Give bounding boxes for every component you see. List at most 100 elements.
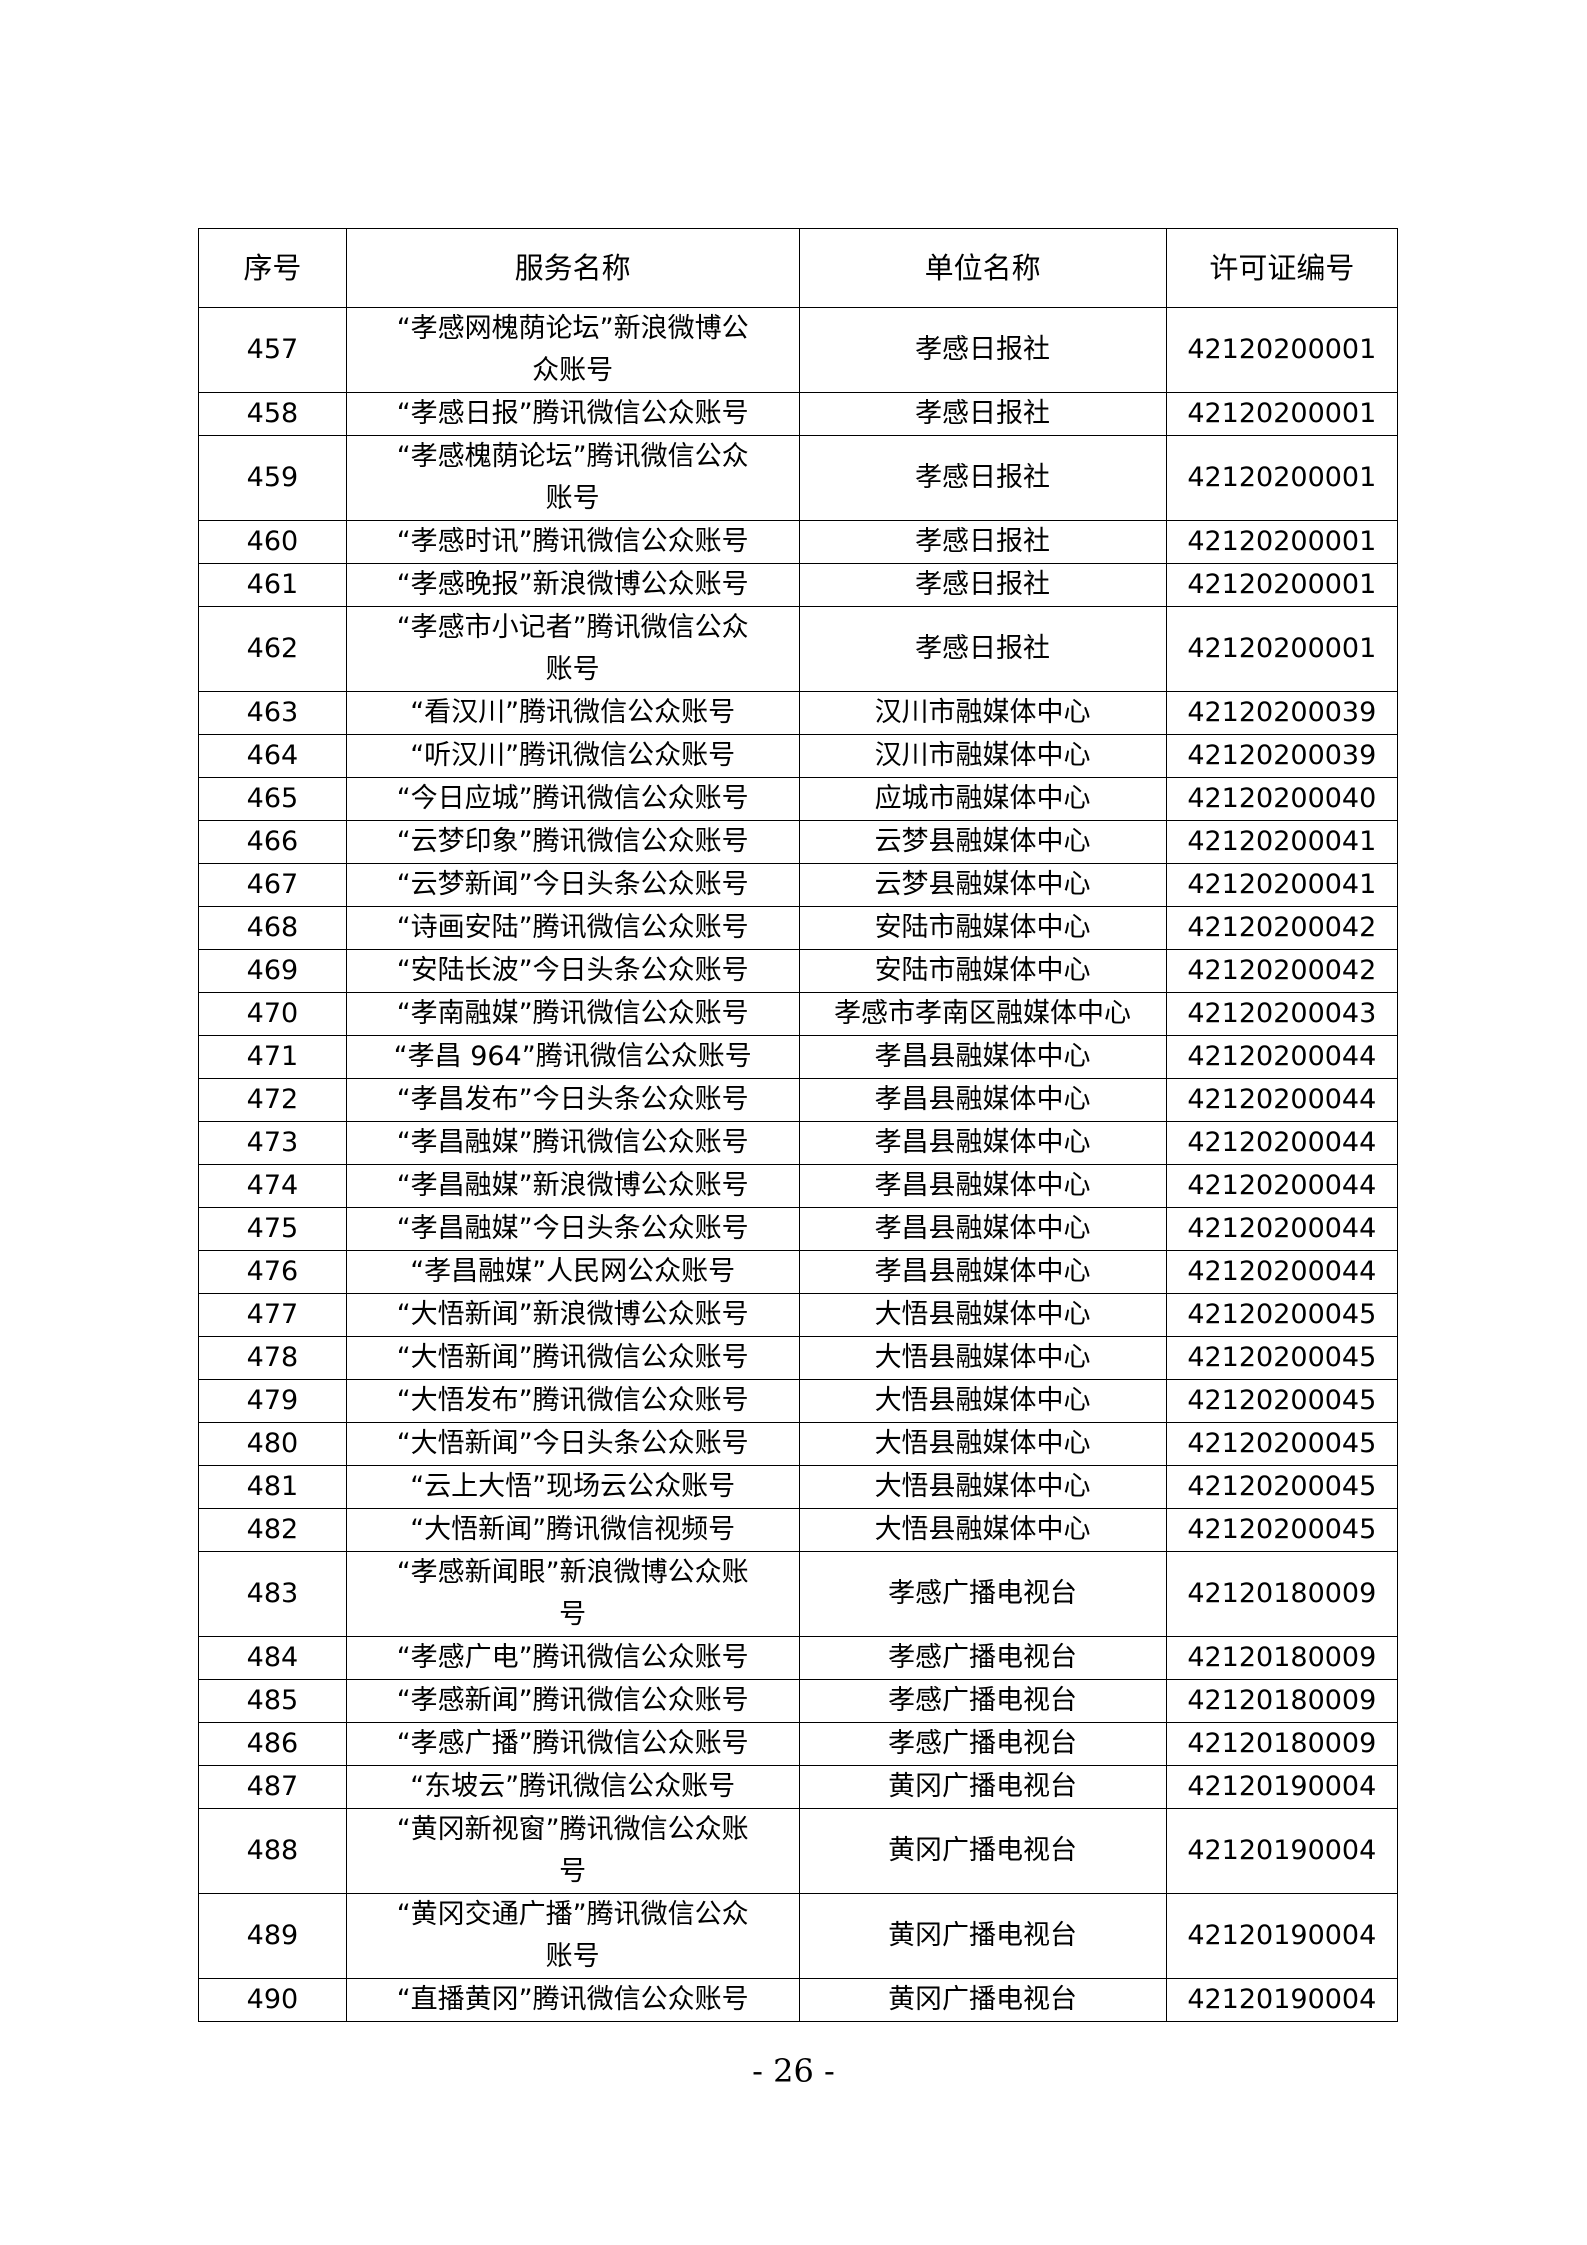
cell-license-number: 42120200045 bbox=[1165, 1379, 1399, 1423]
cell-organization: 孝感广播电视台 bbox=[798, 1551, 1167, 1637]
cell-license-number: 42120200045 bbox=[1165, 1465, 1399, 1509]
cell-organization: 云梦县融媒体中心 bbox=[798, 863, 1167, 907]
table-row: 472 “孝昌发布”今日头条公众账号 孝昌县融媒体中心 42120200044 bbox=[198, 1078, 1399, 1122]
cell-index: 476 bbox=[198, 1250, 347, 1294]
table-row: 478 “大悟新闻”腾讯微信公众账号 大悟县融媒体中心 42120200045 bbox=[198, 1336, 1399, 1380]
cell-service-name: “大悟新闻”新浪微博公众账号 bbox=[345, 1293, 800, 1337]
cell-index: 465 bbox=[198, 777, 347, 821]
cell-index: 462 bbox=[198, 606, 347, 692]
cell-service-name: “孝感日报”腾讯微信公众账号 bbox=[345, 392, 800, 436]
cell-index: 486 bbox=[198, 1722, 347, 1766]
table-row: 468 “诗画安陆”腾讯微信公众账号 安陆市融媒体中心 42120200042 bbox=[198, 906, 1399, 950]
cell-service-name: “看汉川”腾讯微信公众账号 bbox=[345, 691, 800, 735]
license-table: 序号 服务名称 单位名称 许可证编号 457 “孝感网槐荫论坛”新浪微博公 众账号… bbox=[198, 228, 1399, 2022]
cell-index: 461 bbox=[198, 563, 347, 607]
cell-organization: 大悟县融媒体中心 bbox=[798, 1422, 1167, 1466]
cell-service-name: “孝昌融媒”今日头条公众账号 bbox=[345, 1207, 800, 1251]
cell-organization: 孝感日报社 bbox=[798, 435, 1167, 521]
table-row: 485 “孝感新闻”腾讯微信公众账号 孝感广播电视台 42120180009 bbox=[198, 1679, 1399, 1723]
cell-service-name: “孝昌融媒”人民网公众账号 bbox=[345, 1250, 800, 1294]
cell-license-number: 42120200044 bbox=[1165, 1164, 1399, 1208]
cell-organization: 孝感日报社 bbox=[798, 307, 1167, 393]
cell-index: 483 bbox=[198, 1551, 347, 1637]
cell-license-number: 42120190004 bbox=[1165, 1978, 1399, 2022]
table-row: 475 “孝昌融媒”今日头条公众账号 孝昌县融媒体中心 42120200044 bbox=[198, 1207, 1399, 1251]
cell-index: 477 bbox=[198, 1293, 347, 1337]
cell-organization: 孝感市孝南区融媒体中心 bbox=[798, 992, 1167, 1036]
cell-license-number: 42120190004 bbox=[1165, 1808, 1399, 1894]
cell-license-number: 42120200045 bbox=[1165, 1508, 1399, 1552]
cell-organization: 黄冈广播电视台 bbox=[798, 1978, 1167, 2022]
cell-license-number: 42120200041 bbox=[1165, 820, 1399, 864]
cell-organization: 大悟县融媒体中心 bbox=[798, 1336, 1167, 1380]
cell-service-name: “今日应城”腾讯微信公众账号 bbox=[345, 777, 800, 821]
cell-organization: 汉川市融媒体中心 bbox=[798, 691, 1167, 735]
cell-index: 488 bbox=[198, 1808, 347, 1894]
cell-service-name: “东坡云”腾讯微信公众账号 bbox=[345, 1765, 800, 1809]
cell-organization: 孝感广播电视台 bbox=[798, 1679, 1167, 1723]
cell-license-number: 42120200043 bbox=[1165, 992, 1399, 1036]
cell-index: 469 bbox=[198, 949, 347, 993]
cell-license-number: 42120200044 bbox=[1165, 1121, 1399, 1165]
cell-license-number: 42120200042 bbox=[1165, 906, 1399, 950]
cell-organization: 大悟县融媒体中心 bbox=[798, 1465, 1167, 1509]
cell-index: 490 bbox=[198, 1978, 347, 2022]
cell-license-number: 42120200045 bbox=[1165, 1422, 1399, 1466]
cell-service-name: “诗画安陆”腾讯微信公众账号 bbox=[345, 906, 800, 950]
cell-license-number: 42120180009 bbox=[1165, 1551, 1399, 1637]
cell-license-number: 42120200044 bbox=[1165, 1250, 1399, 1294]
cell-service-name: “听汉川”腾讯微信公众账号 bbox=[345, 734, 800, 778]
page-number: - 26 - bbox=[752, 2052, 835, 2090]
cell-index: 475 bbox=[198, 1207, 347, 1251]
table-row: 467 “云梦新闻”今日头条公众账号 云梦县融媒体中心 42120200041 bbox=[198, 863, 1399, 907]
cell-organization: 孝感日报社 bbox=[798, 606, 1167, 692]
cell-license-number: 42120200001 bbox=[1165, 563, 1399, 607]
table-row: 459 “孝感槐荫论坛”腾讯微信公众 账号 孝感日报社 42120200001 bbox=[198, 435, 1399, 521]
table-row: 481 “云上大悟”现场云公众账号 大悟县融媒体中心 42120200045 bbox=[198, 1465, 1399, 1509]
cell-service-name: “孝感网槐荫论坛”新浪微博公 众账号 bbox=[345, 307, 800, 393]
cell-index: 458 bbox=[198, 392, 347, 436]
cell-service-name: “孝感广播”腾讯微信公众账号 bbox=[345, 1722, 800, 1766]
cell-index: 466 bbox=[198, 820, 347, 864]
cell-license-number: 42120190004 bbox=[1165, 1893, 1399, 1979]
cell-license-number: 42120200001 bbox=[1165, 435, 1399, 521]
cell-service-name: “直播黄冈”腾讯微信公众账号 bbox=[345, 1978, 800, 2022]
cell-organization: 孝感日报社 bbox=[798, 520, 1167, 564]
cell-service-name: “大悟发布”腾讯微信公众账号 bbox=[345, 1379, 800, 1423]
header-index: 序号 bbox=[198, 228, 347, 308]
cell-index: 481 bbox=[198, 1465, 347, 1509]
table-row: 462 “孝感市小记者”腾讯微信公众 账号 孝感日报社 42120200001 bbox=[198, 606, 1399, 692]
cell-organization: 孝昌县融媒体中心 bbox=[798, 1078, 1167, 1122]
cell-service-name: “孝感新闻”腾讯微信公众账号 bbox=[345, 1679, 800, 1723]
header-license-number: 许可证编号 bbox=[1165, 228, 1399, 308]
cell-organization: 孝感日报社 bbox=[798, 392, 1167, 436]
cell-index: 484 bbox=[198, 1636, 347, 1680]
cell-organization: 大悟县融媒体中心 bbox=[798, 1379, 1167, 1423]
cell-index: 479 bbox=[198, 1379, 347, 1423]
cell-service-name: “孝昌融媒”新浪微博公众账号 bbox=[345, 1164, 800, 1208]
cell-index: 482 bbox=[198, 1508, 347, 1552]
table-row: 464 “听汉川”腾讯微信公众账号 汉川市融媒体中心 42120200039 bbox=[198, 734, 1399, 778]
table-row: 476 “孝昌融媒”人民网公众账号 孝昌县融媒体中心 42120200044 bbox=[198, 1250, 1399, 1294]
table-row: 486 “孝感广播”腾讯微信公众账号 孝感广播电视台 42120180009 bbox=[198, 1722, 1399, 1766]
table-row: 487 “东坡云”腾讯微信公众账号 黄冈广播电视台 42120190004 bbox=[198, 1765, 1399, 1809]
cell-index: 470 bbox=[198, 992, 347, 1036]
cell-service-name: “安陆长波”今日头条公众账号 bbox=[345, 949, 800, 993]
cell-license-number: 42120200001 bbox=[1165, 520, 1399, 564]
cell-index: 478 bbox=[198, 1336, 347, 1380]
cell-organization: 黄冈广播电视台 bbox=[798, 1765, 1167, 1809]
cell-organization: 孝昌县融媒体中心 bbox=[798, 1035, 1167, 1079]
cell-index: 471 bbox=[198, 1035, 347, 1079]
cell-service-name: “黄冈交通广播”腾讯微信公众 账号 bbox=[345, 1893, 800, 1979]
table-row: 488 “黄冈新视窗”腾讯微信公众账 号黄冈广播电视台 42120190004 bbox=[198, 1808, 1399, 1894]
table-row: 469 “安陆长波”今日头条公众账号 安陆市融媒体中心 42120200042 bbox=[198, 949, 1399, 993]
cell-organization: 孝感广播电视台 bbox=[798, 1722, 1167, 1766]
cell-service-name: “孝南融媒”腾讯微信公众账号 bbox=[345, 992, 800, 1036]
table-row: 457 “孝感网槐荫论坛”新浪微博公 众账号 孝感日报社 42120200001 bbox=[198, 307, 1399, 393]
cell-index: 463 bbox=[198, 691, 347, 735]
table-row: 483 “孝感新闻眼”新浪微博公众账 号孝感广播电视台 42120180009 bbox=[198, 1551, 1399, 1637]
cell-organization: 孝昌县融媒体中心 bbox=[798, 1207, 1167, 1251]
header-organization: 单位名称 bbox=[798, 228, 1167, 308]
cell-service-name: “大悟新闻”腾讯微信视频号 bbox=[345, 1508, 800, 1552]
cell-service-name: “孝感时讯”腾讯微信公众账号 bbox=[345, 520, 800, 564]
